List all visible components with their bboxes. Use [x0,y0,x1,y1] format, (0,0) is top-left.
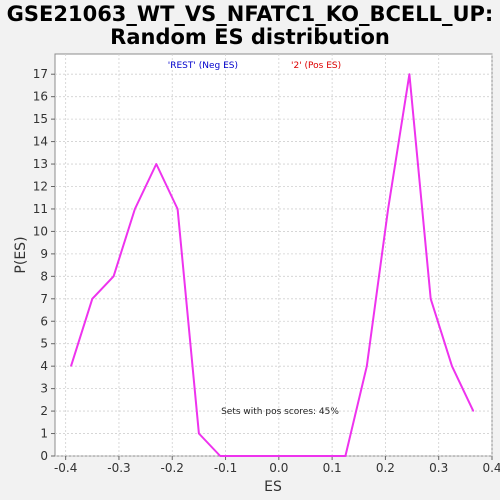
y-tick-label: 7 [40,292,48,306]
x-tick-label: 0.4 [482,461,500,475]
legend-pos-es: '2' (Pos ES) [291,61,341,71]
legend-neg-es: 'REST' (Neg ES) [168,61,238,71]
data-point [70,365,72,367]
data-point [262,455,264,457]
data-point [344,455,347,457]
y-tick-label: 17 [33,67,48,81]
data-point [472,410,474,412]
y-tick-label: 0 [40,449,48,463]
data-point [283,455,285,457]
y-tick-label: 14 [33,135,48,149]
data-point [198,432,200,435]
y-axis-label: P(ES) [13,236,29,273]
x-tick-label: -0.3 [107,461,130,475]
y-tick-label: 8 [40,269,48,283]
data-point [326,455,328,457]
y-tick-label: 6 [40,314,48,328]
data-point [155,163,157,165]
x-tick-label: -0.1 [214,461,237,475]
x-tick-label: -0.2 [161,461,184,475]
y-tick-label: 4 [40,359,48,373]
data-point [91,298,93,300]
x-tick-label: 0.0 [269,461,288,475]
y-tick-label: 13 [33,157,48,171]
x-tick-label: -0.4 [54,461,77,475]
data-point [366,365,368,367]
pos-scores-annotation: Sets with pos scores: 45% [221,407,339,417]
data-point [219,455,221,457]
data-point [134,208,136,210]
series-line [70,73,475,457]
grid [55,54,493,457]
y-tick-label: 15 [33,112,48,126]
y-tick-label: 5 [40,337,48,351]
y-tick-label: 11 [33,202,48,216]
x-tick-label: 0.3 [429,461,448,475]
chart-title: GSE21063_WT_VS_NFATC1_KO_BCELL_UP: [7,2,494,26]
y-tick-label: 9 [40,247,48,261]
chart-subtitle: Random ES distribution [110,25,390,49]
y-tick-label: 2 [40,404,48,418]
series-layer [70,73,475,457]
y-tick-label: 16 [33,90,48,104]
x-axis-label: ES [264,479,282,495]
data-point [430,298,432,300]
data-point [176,208,179,210]
data-point [387,208,389,210]
x-tick-label: 0.2 [376,461,395,475]
data-point [113,275,115,277]
data-point [451,365,453,367]
x-axis: -0.4 -0.3 -0.2 -0.1 0.0 0.1 0.2 0.3 0.4 [54,456,500,475]
y-tick-label: 10 [33,224,48,238]
data-point [240,455,243,457]
data-point [304,455,307,457]
x-tick-label: 0.1 [323,461,342,475]
y-tick-label: 12 [33,180,48,194]
data-point [408,73,410,75]
y-tick-label: 1 [40,427,48,441]
y-tick-label: 3 [40,382,48,396]
